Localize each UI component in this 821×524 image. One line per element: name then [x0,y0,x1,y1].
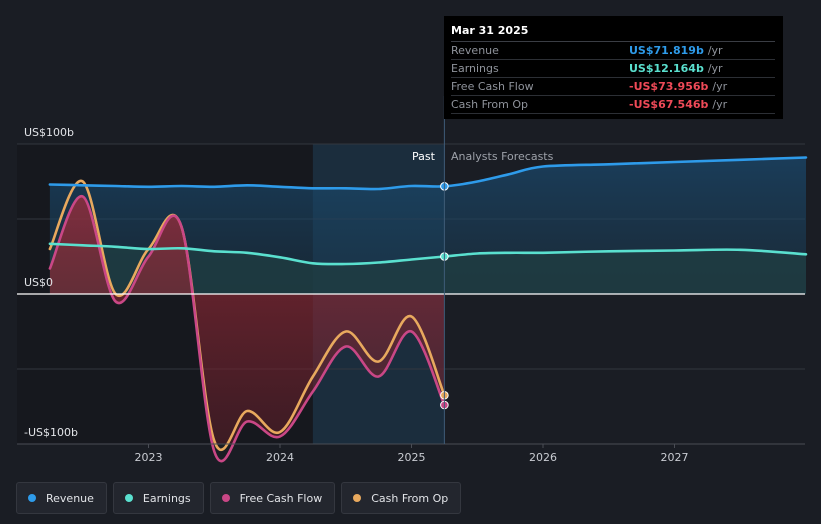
x-tick-label: 2027 [661,451,689,464]
tooltip-row-unit: /yr [712,98,728,111]
tooltip-row: Revenue US$71.819b /yr [451,42,775,60]
y-tick-label: US$100b [24,126,75,139]
tooltip-row-unit: /yr [712,80,728,93]
tooltip-row-name: Earnings [451,62,499,75]
forecast-label: Analysts Forecasts [451,150,554,163]
legend-item-revenue[interactable]: Revenue [16,482,107,514]
legend-item-cash-from-op[interactable]: Cash From Op [341,482,462,514]
tooltip-row-value: US$71.819b [629,44,704,57]
tooltip-row: Free Cash Flow -US$73.956b /yr [451,78,775,96]
tooltip-row-unit: /yr [707,44,723,57]
x-tick-label: 2025 [398,451,426,464]
tooltip-date: Mar 31 2025 [451,23,775,42]
x-tick-label: 2023 [135,451,163,464]
legend-label: Revenue [46,491,94,505]
legend-label: Earnings [142,491,191,505]
legend-dot-icon [124,494,133,502]
tooltip: Mar 31 2025 Revenue US$71.819b /yr Earni… [444,16,783,119]
axes: 2023 2024 2025 2026 2027 [17,96,805,464]
legend-label: Cash From Op [371,491,449,505]
tooltip-row: Earnings US$12.164b /yr [451,60,775,78]
x-tick-label: 2026 [529,451,557,464]
y-tick-label: US$0 [24,276,54,289]
series-line-free-cash-flow [48,195,446,463]
tooltip-row-name: Free Cash Flow [451,80,534,93]
legend-item-earnings[interactable]: Earnings [112,482,204,514]
legend-dot-icon [28,494,36,502]
legend-dot-icon [221,494,230,502]
series-line-revenue [48,156,808,191]
legend-item-free-cash-flow[interactable]: Free Cash Flow [209,482,336,514]
tooltip-row-name: Revenue [451,44,499,57]
tooltip-row: Cash From Op -US$67.546b /yr [451,96,775,114]
series-line-earnings [48,242,808,266]
tooltip-row-value: US$12.164b [629,62,704,75]
x-tick-label: 2024 [266,451,294,464]
legend-dot-icon [353,494,362,502]
tooltip-row-unit: /yr [707,62,723,75]
tooltip-row-value: -US$73.956b [629,80,709,93]
legend-label: Free Cash Flow [239,491,323,505]
y-tick-label: -US$100b [24,426,78,439]
legend: Revenue Earnings Free Cash Flow Cash Fro… [16,482,467,514]
tooltip-row-value: -US$67.546b [629,98,709,111]
tooltip-row-name: Cash From Op [451,98,529,111]
earnings-area [49,243,806,294]
past-label: Past [412,150,435,163]
